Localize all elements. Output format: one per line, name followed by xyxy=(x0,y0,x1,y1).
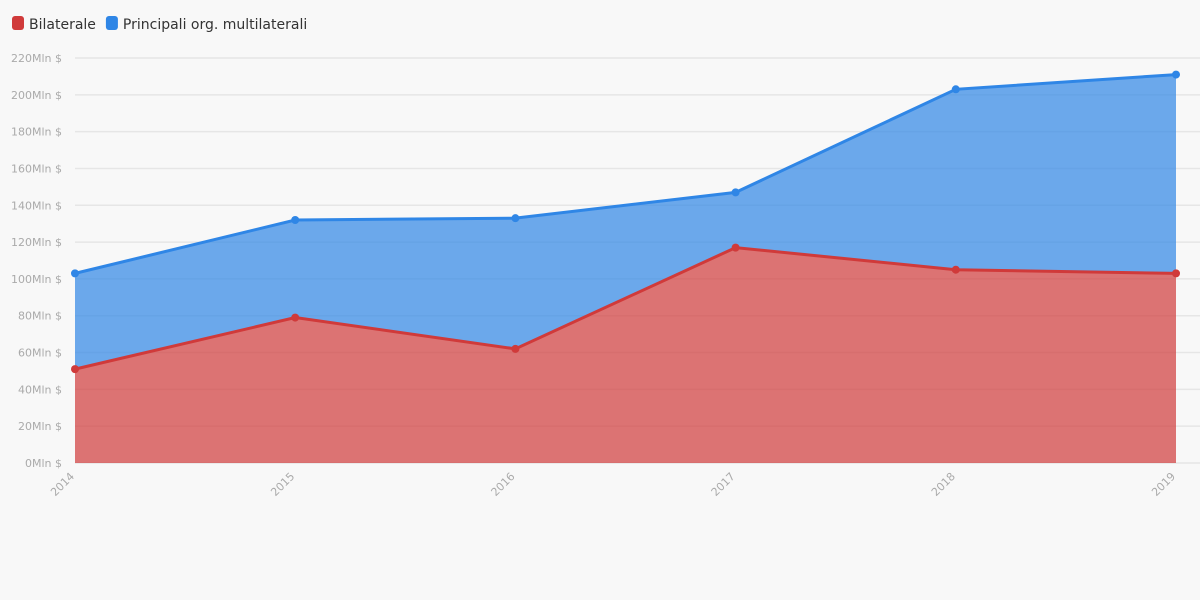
y-tick-label: 40Mln $ xyxy=(18,383,62,396)
y-tick-label: 80Mln $ xyxy=(18,310,62,323)
point xyxy=(71,269,79,278)
x-tick-label: 2018 xyxy=(929,470,958,499)
area xyxy=(75,74,1176,370)
point xyxy=(731,188,740,197)
y-tick-label: 140Mln $ xyxy=(11,199,62,212)
y-tick-label: 120Mln $ xyxy=(11,236,62,249)
legend-label: Principali org. multilaterali xyxy=(123,17,307,33)
y-tick-label: 0Mln $ xyxy=(25,457,62,470)
y-tick-label: 100Mln $ xyxy=(11,273,62,286)
line xyxy=(74,73,1177,275)
x-tick-label: 2015 xyxy=(268,470,297,499)
area xyxy=(75,247,1176,463)
y-tick-label: 220Mln $ xyxy=(11,52,62,65)
point xyxy=(71,365,79,374)
point xyxy=(291,313,300,322)
y-tick-label: 20Mln $ xyxy=(18,420,62,433)
y-tick-label: 160Mln $ xyxy=(11,162,62,175)
x-tick-label: 2019 xyxy=(1149,470,1178,499)
point xyxy=(511,344,520,353)
x-tick-label: 2017 xyxy=(709,470,738,499)
x-tick-label: 2014 xyxy=(48,470,77,499)
point xyxy=(291,216,300,224)
point xyxy=(511,214,520,223)
legend-swatch xyxy=(105,16,118,30)
point xyxy=(1172,269,1180,278)
y-tick-label: 180Mln $ xyxy=(11,126,62,139)
legend-swatch xyxy=(12,16,24,30)
x-tick-label: 2016 xyxy=(489,470,518,499)
point xyxy=(731,243,740,252)
line xyxy=(74,246,1177,371)
point xyxy=(951,265,960,274)
y-tick-label: 200Mln $ xyxy=(11,89,62,102)
point xyxy=(951,85,960,94)
legend-label: Bilaterale xyxy=(29,17,96,33)
y-tick-label: 60Mln $ xyxy=(18,347,62,360)
point xyxy=(1172,70,1180,79)
